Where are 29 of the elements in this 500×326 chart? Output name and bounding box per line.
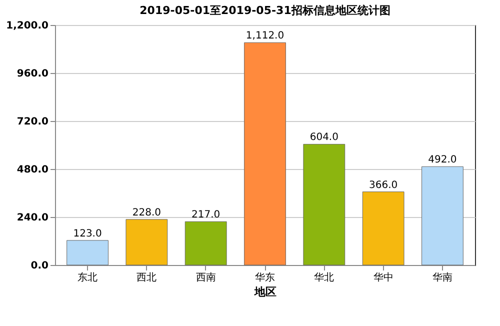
bar bbox=[66, 240, 108, 266]
y-tick-label: 0.0 bbox=[30, 260, 49, 272]
y-tick-label: 960.0 bbox=[16, 68, 49, 80]
bar bbox=[184, 221, 227, 266]
y-tick-label: 480.0 bbox=[16, 164, 49, 176]
y-tick-label: 240.0 bbox=[16, 212, 49, 224]
x-tick-label: 西北 bbox=[136, 272, 157, 284]
bar bbox=[303, 144, 346, 266]
x-tick-label: 华北 bbox=[314, 272, 334, 284]
bar bbox=[362, 192, 404, 266]
data-label: 217.0 bbox=[192, 210, 220, 221]
data-label: 1,112.0 bbox=[246, 30, 284, 42]
bar bbox=[126, 219, 168, 266]
chart-title: 2019-05-01至2019-05-31招标信息地区统计图 bbox=[140, 4, 390, 17]
data-label: 228.0 bbox=[132, 207, 162, 218]
data-label: 123.0 bbox=[73, 228, 102, 240]
x-tick-label: 东北 bbox=[78, 272, 98, 284]
x-tick-label: 西南 bbox=[196, 272, 216, 284]
y-tick-label: 720.0 bbox=[16, 116, 49, 128]
data-label: 492.0 bbox=[428, 154, 457, 166]
x-tick-label: 华南 bbox=[432, 272, 452, 284]
x-axis-title: 地区 bbox=[254, 286, 276, 298]
x-tick-label: 华东 bbox=[255, 272, 275, 284]
x-tick-label: 华中 bbox=[373, 272, 394, 284]
bar bbox=[422, 166, 464, 266]
data-label: 604.0 bbox=[310, 132, 338, 144]
bar bbox=[244, 42, 286, 266]
y-tick-label: 1,200.0 bbox=[6, 20, 49, 32]
data-label: 366.0 bbox=[368, 180, 398, 191]
